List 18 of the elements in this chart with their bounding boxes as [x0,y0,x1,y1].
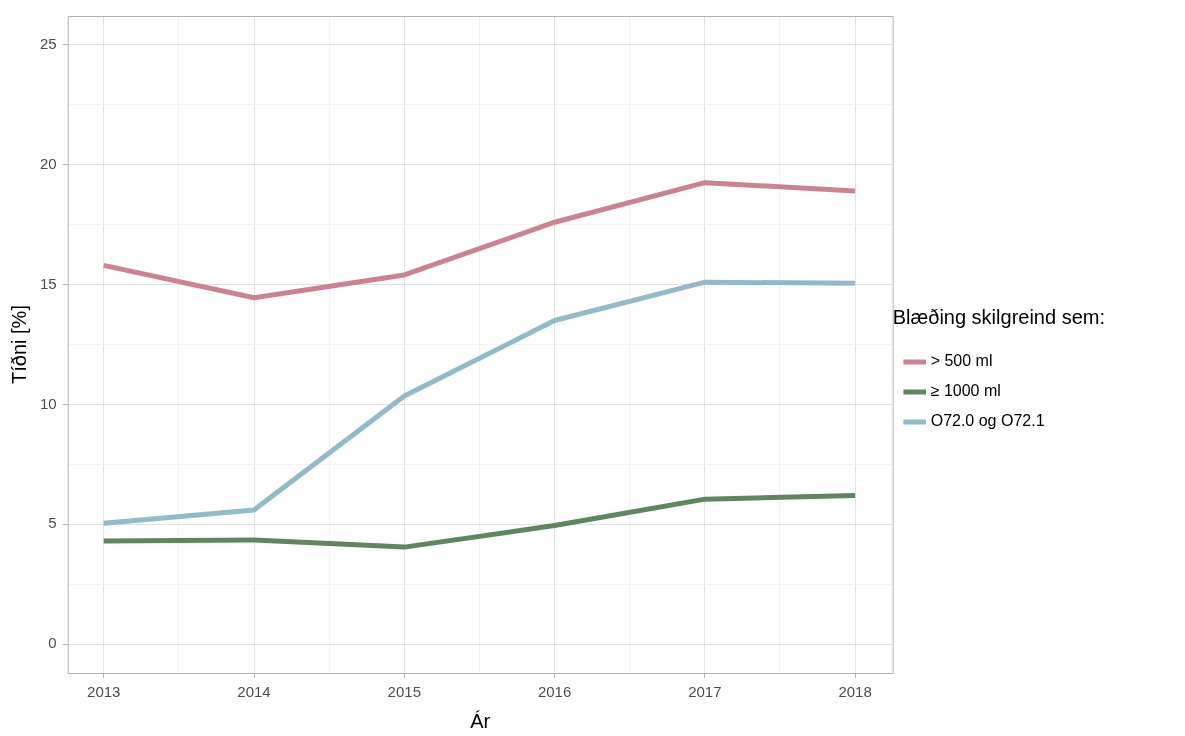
legend-label: ≥ 1000 ml [930,382,1001,400]
legend-label: O72.0 og O72.1 [930,412,1045,430]
x-tick-label: 2013 [87,683,121,701]
y-tick-label: 25 [40,34,57,52]
x-tick-label: 2018 [838,683,872,701]
y-tick-label: 0 [48,634,57,652]
legend-label: > 500 ml [930,352,993,370]
y-tick-label: 15 [40,274,57,292]
x-tick-label: 2015 [387,683,421,701]
y-tick-label: 10 [40,394,57,412]
x-axis-title: Ár [470,709,491,732]
x-tick-label: 2017 [688,683,722,701]
y-tick-label: 20 [40,154,57,172]
x-tick-label: 2014 [237,683,271,701]
legend-title: Blæðing skilgreind sem: [892,305,1106,328]
x-tick-label: 2016 [537,683,572,701]
y-axis-title: Tíðni [%] [7,305,30,384]
y-tick-label: 5 [48,514,57,532]
